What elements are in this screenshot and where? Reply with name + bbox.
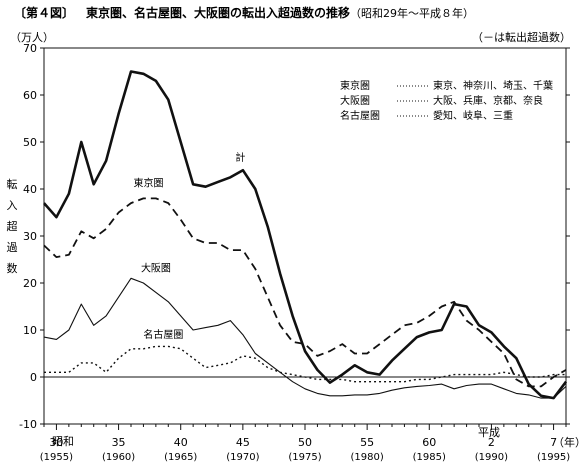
- y-label-char: 転: [7, 178, 18, 191]
- x-tick-label: 60: [422, 436, 436, 449]
- figure-label: 〔第４図〕: [14, 5, 74, 20]
- y-tick-label: 30: [23, 230, 37, 243]
- series-group: [43, 70, 568, 400]
- y-tick-label: 60: [23, 89, 37, 102]
- series-label: 東京圏: [133, 177, 163, 190]
- x-tick-western-year: (1990): [475, 452, 508, 463]
- x-tick-western-year: (1975): [288, 452, 321, 463]
- series-line-solid: [43, 277, 567, 399]
- y-tick-label: 70: [23, 42, 37, 55]
- series-line-total: [43, 70, 568, 400]
- legend-region-name: 東京圏: [340, 79, 370, 92]
- chart-title: 東京圏、名古屋圏、大阪圏の転出入超過数の推移: [86, 5, 350, 20]
- x-tick-label: 50: [298, 436, 312, 449]
- chart-subtitle: （昭和29年〜平成８年）: [350, 6, 474, 20]
- legend-region-name: 大阪圏: [340, 94, 370, 107]
- y-tick-label: 0: [30, 371, 37, 384]
- x-tick-western-year: (1970): [226, 452, 259, 463]
- y-tick-label: 50: [23, 136, 37, 149]
- y-label-char: 数: [7, 262, 18, 275]
- x-tick-western-year: (1980): [351, 452, 384, 463]
- x-tick-western-year: (1960): [102, 452, 135, 463]
- year-unit-label: （年）: [553, 435, 584, 449]
- x-tick-western-year: (1985): [413, 452, 446, 463]
- y-label-char: 過: [7, 241, 18, 254]
- x-tick-label: 45: [236, 436, 250, 449]
- x-tick-western-year: (1955): [40, 452, 73, 463]
- legend-members: 大阪、兵庫、京都、奈良: [433, 94, 543, 107]
- series-label: 計: [235, 151, 245, 164]
- series-line-dashed: [43, 197, 567, 388]
- legend-region-name: 名古屋圏: [340, 109, 380, 122]
- series-line-dotted: [44, 345, 566, 383]
- x-tick-label: 7: [550, 436, 557, 449]
- y-axis-ticks: 70 60 50 40 30 20 10 0 -10: [19, 42, 570, 431]
- era-showa-label: 昭和: [52, 435, 74, 448]
- x-tick-western-year: (1965): [164, 452, 197, 463]
- y-label-char: 超: [7, 219, 18, 233]
- series-label: 大阪圏: [141, 261, 171, 274]
- negative-note: （－は転出超過数）: [472, 30, 571, 44]
- era-heisei-label: 平成: [478, 426, 500, 439]
- x-axis-ticks: 30 (1955) 35 (1960) 40 (1965) 45 (1970) 50 (1975)…: [40, 424, 570, 463]
- x-tick-label: 30: [49, 436, 63, 449]
- y-tick-label: 20: [23, 277, 37, 290]
- series-label: 名古屋圏: [143, 328, 183, 341]
- x-tick-western-year: (1995): [537, 452, 570, 463]
- y-tick-label: 10: [23, 324, 37, 337]
- x-tick-label: 35: [112, 436, 126, 449]
- y-tick-label: 40: [23, 183, 37, 196]
- x-tick-label: 40: [174, 436, 188, 449]
- legend-members: 愛知、岐阜、三重: [433, 109, 513, 122]
- legend-members: 東京、神奈川、埼玉、千葉: [433, 79, 553, 92]
- y-unit-label: （万人）: [10, 31, 54, 44]
- y-tick-label: -10: [19, 418, 37, 431]
- x-tick-label: 55: [360, 436, 374, 449]
- x-tick-label: 2: [488, 436, 495, 449]
- y-label-char: 入: [7, 199, 18, 212]
